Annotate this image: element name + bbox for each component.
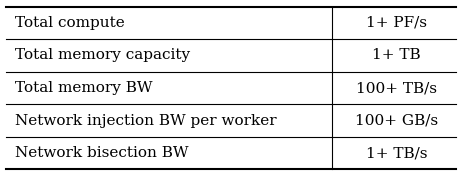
Text: 100+ GB/s: 100+ GB/s xyxy=(355,114,438,128)
Text: Total compute: Total compute xyxy=(15,16,125,30)
Text: 1+ TB/s: 1+ TB/s xyxy=(365,146,427,160)
Text: Total memory BW: Total memory BW xyxy=(15,81,152,95)
Text: Total memory capacity: Total memory capacity xyxy=(15,48,190,62)
Text: 100+ TB/s: 100+ TB/s xyxy=(356,81,437,95)
Text: Network bisection BW: Network bisection BW xyxy=(15,146,188,160)
Text: 1+ PF/s: 1+ PF/s xyxy=(366,16,427,30)
Text: Network injection BW per worker: Network injection BW per worker xyxy=(15,114,277,128)
Text: 1+ TB: 1+ TB xyxy=(372,48,420,62)
